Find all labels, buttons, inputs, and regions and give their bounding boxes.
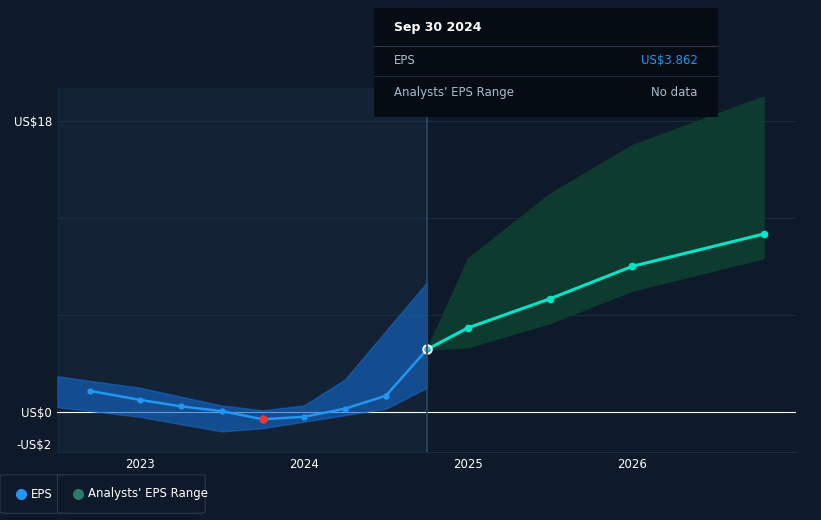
FancyBboxPatch shape — [57, 475, 205, 513]
Text: US$3.862: US$3.862 — [641, 54, 698, 67]
Text: Analysts' EPS Range: Analysts' EPS Range — [394, 86, 514, 99]
Bar — [427, 88, 796, 452]
Text: EPS: EPS — [394, 54, 416, 67]
Bar — [57, 88, 427, 452]
Text: No data: No data — [651, 86, 698, 99]
Text: Analysts' EPS Range: Analysts' EPS Range — [89, 488, 209, 500]
FancyBboxPatch shape — [0, 475, 66, 513]
Text: Sep 30 2024: Sep 30 2024 — [394, 21, 482, 34]
Text: Analysts Forecasts: Analysts Forecasts — [433, 92, 544, 105]
Text: Actual: Actual — [383, 92, 420, 105]
Text: EPS: EPS — [31, 488, 53, 500]
